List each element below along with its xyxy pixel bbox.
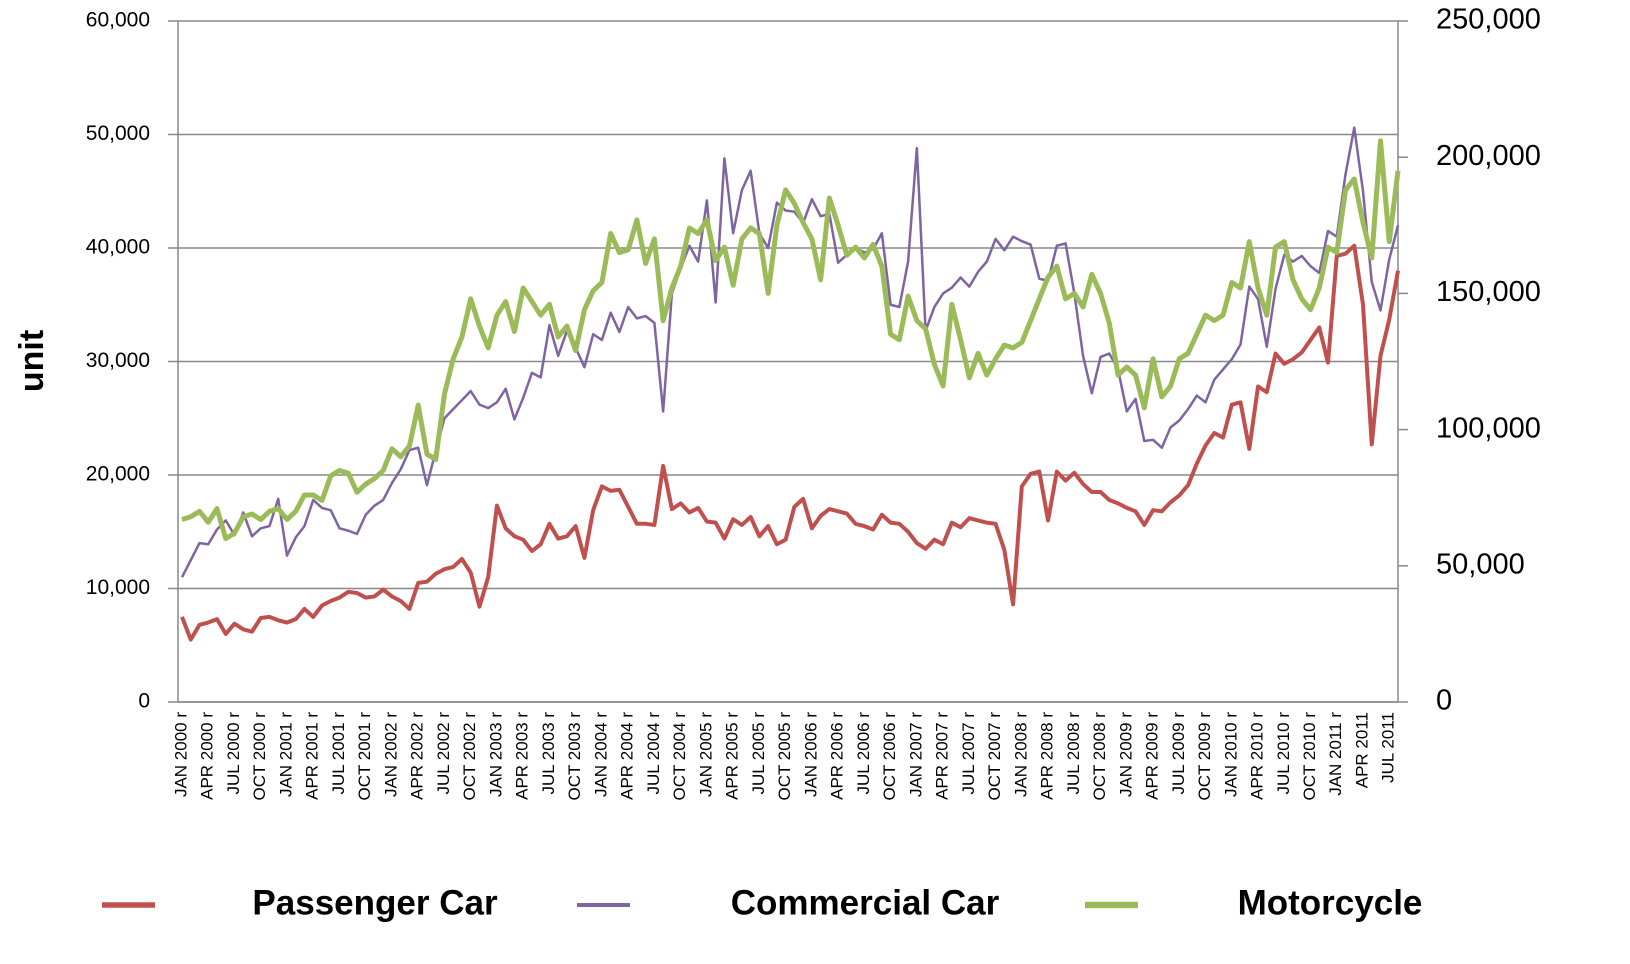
x-tick-label: JUL 2003 r xyxy=(539,712,558,795)
x-tick-label: JUL 2006 r xyxy=(854,712,873,795)
x-tick-label: APR 2005 r xyxy=(723,712,742,800)
x-tick-label: JAN 2000 r xyxy=(171,712,190,797)
x-tick-label: JAN 2008 r xyxy=(1011,712,1030,797)
y-tick-label: 30,000 xyxy=(86,349,150,372)
y-tick-label: 0 xyxy=(138,690,150,713)
x-tick-label: JAN 2009 r xyxy=(1116,712,1135,797)
x-tick-label: APR 2001 r xyxy=(303,712,322,800)
series-line xyxy=(180,126,1400,578)
x-tick-label: JAN 2007 r xyxy=(906,712,925,797)
y-tick-label: 60,000 xyxy=(86,9,150,32)
x-tick-label: OCT 2006 r xyxy=(880,712,899,801)
x-tick-label: OCT 2008 r xyxy=(1090,712,1109,801)
y-tick-label: 10,000 xyxy=(86,576,150,599)
y-axis-title: unit xyxy=(13,330,51,392)
y2-tick-label: 250,000 xyxy=(1436,4,1541,36)
x-tick-label: APR 2007 r xyxy=(933,712,952,800)
x-tick-label: APR 2011 xyxy=(1352,712,1371,788)
x-tick-label: JUL 2005 r xyxy=(749,712,768,795)
x-tick-label: OCT 2009 r xyxy=(1195,712,1214,801)
series-line xyxy=(181,138,1401,542)
legend-label: Commercial Car xyxy=(731,883,1000,922)
x-tick-label: JAN 2005 r xyxy=(696,712,715,797)
x-tick-label: OCT 2010 r xyxy=(1300,712,1319,801)
x-tick-label: JAN 2010 r xyxy=(1221,712,1240,797)
x-tick-label: APR 2004 r xyxy=(618,712,637,800)
x-tick-label: APR 2002 r xyxy=(408,712,427,800)
x-tick-label: JUL 2001 r xyxy=(329,712,348,795)
y2-tick-label: 0 xyxy=(1436,685,1452,717)
x-tick-label: JUL 2004 r xyxy=(644,712,663,795)
x-tick-label: OCT 2005 r xyxy=(775,712,794,801)
x-tick-label: JUL 2010 r xyxy=(1274,712,1293,795)
y-tick-label: 50,000 xyxy=(86,122,150,145)
x-tick-label: APR 2006 r xyxy=(828,712,847,800)
x-tick-label: OCT 2000 r xyxy=(250,712,269,801)
x-tick-label: JAN 2011 r xyxy=(1326,712,1345,796)
x-tick-label: JAN 2004 r xyxy=(591,712,610,797)
x-tick-label: APR 2003 r xyxy=(513,712,532,800)
x-tick-label: JUL 2002 r xyxy=(434,712,453,795)
x-tick-label: JUL 2011 xyxy=(1379,712,1398,783)
x-tick-label: JAN 2006 r xyxy=(801,712,820,797)
x-tick-label: OCT 2002 r xyxy=(460,712,479,801)
x-tick-label: JUL 2000 r xyxy=(224,712,243,795)
x-tick-label: JAN 2001 r xyxy=(276,712,295,797)
x-tick-label: OCT 2003 r xyxy=(565,712,584,801)
x-tick-label: OCT 2001 r xyxy=(355,712,374,801)
x-tick-label: JUL 2008 r xyxy=(1064,712,1083,795)
x-tick-label: APR 2010 r xyxy=(1248,712,1267,800)
x-tick-label: JAN 2002 r xyxy=(381,712,400,797)
x-tick-label: APR 2009 r xyxy=(1143,712,1162,800)
series-line xyxy=(180,243,1400,642)
x-tick-label: OCT 2004 r xyxy=(670,712,689,801)
legend-label: Passenger Car xyxy=(252,883,498,922)
x-tick-label: OCT 2007 r xyxy=(985,712,1004,801)
y2-tick-label: 200,000 xyxy=(1436,140,1541,172)
x-tick-label: APR 2008 r xyxy=(1038,712,1057,800)
x-tick-label: JUL 2009 r xyxy=(1169,712,1188,795)
x-tick-label: JUL 2007 r xyxy=(959,712,978,795)
y-tick-label: 40,000 xyxy=(86,236,150,259)
x-tick-label: APR 2000 r xyxy=(198,712,217,800)
legend-label: Motorcycle xyxy=(1238,883,1423,922)
y2-tick-label: 100,000 xyxy=(1436,412,1541,444)
y2-tick-label: 150,000 xyxy=(1436,276,1541,308)
y-tick-label: 20,000 xyxy=(86,463,150,486)
y2-tick-label: 50,000 xyxy=(1436,548,1525,580)
x-tick-label: JAN 2003 r xyxy=(486,712,505,797)
